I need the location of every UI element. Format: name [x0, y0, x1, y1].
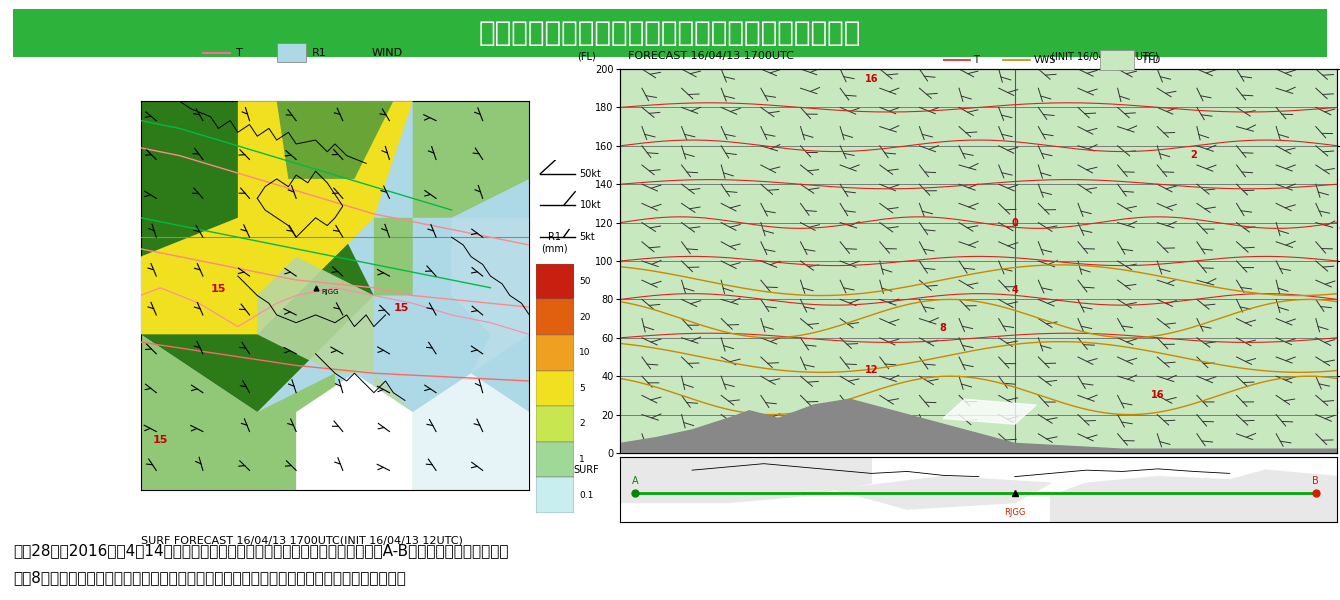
Polygon shape	[141, 101, 413, 334]
Text: 5: 5	[579, 384, 584, 393]
Bar	[536, 371, 574, 406]
Text: 5kt: 5kt	[579, 232, 595, 242]
Text: 10: 10	[579, 348, 591, 357]
Text: RJGG: RJGG	[322, 289, 339, 295]
Text: SURF FORECAST 16/04/13 1700UTC(INIT 16/04/13 12UTC): SURF FORECAST 16/04/13 1700UTC(INIT 16/0…	[141, 535, 462, 545]
Text: 1: 1	[579, 455, 584, 464]
Polygon shape	[141, 101, 296, 257]
Text: 16: 16	[1151, 391, 1164, 400]
Text: 0.1: 0.1	[579, 491, 594, 500]
Text: 10kt: 10kt	[579, 200, 602, 210]
Text: (FL): (FL)	[578, 52, 596, 61]
Text: 4: 4	[1012, 285, 1018, 295]
Text: B: B	[1323, 464, 1329, 475]
Text: RJGG: RJGG	[1001, 464, 1022, 473]
Bar	[1100, 50, 1134, 70]
Polygon shape	[276, 101, 394, 179]
Text: 15: 15	[394, 303, 409, 313]
Polygon shape	[836, 476, 1051, 509]
Text: 2: 2	[1190, 151, 1198, 160]
Polygon shape	[943, 399, 1036, 424]
Bar	[536, 442, 574, 478]
Text: A: A	[620, 464, 627, 475]
Polygon shape	[374, 373, 413, 490]
Bar	[536, 335, 574, 371]
Text: (INIT 16/04/13 12UTC): (INIT 16/04/13 12UTC)	[1051, 52, 1158, 61]
Text: 緻密な数値予報モデルに基づく航空気象プロダクト: 緻密な数値予報モデルに基づく航空気象プロダクト	[478, 19, 862, 47]
Polygon shape	[374, 101, 529, 295]
FancyBboxPatch shape	[0, 7, 1340, 59]
Text: 全国8つの主要空港において、空港及びその周辺の上空の風や気温などを細かく予想できます。: 全国8つの主要空港において、空港及びその周辺の上空の風や気温などを細かく予想でき…	[13, 570, 406, 585]
Text: VWS: VWS	[1033, 55, 1056, 65]
Polygon shape	[257, 257, 374, 373]
Text: TTD: TTD	[1140, 55, 1160, 65]
Bar	[536, 264, 574, 299]
Text: R1
(mm): R1 (mm)	[541, 232, 568, 253]
Polygon shape	[141, 334, 335, 490]
Text: RJGG: RJGG	[1004, 508, 1025, 517]
Text: 15: 15	[210, 284, 226, 293]
Text: 2: 2	[579, 419, 584, 428]
Text: 50kt: 50kt	[579, 169, 602, 179]
Text: 50: 50	[579, 277, 591, 286]
Text: B: B	[1312, 476, 1319, 487]
Polygon shape	[1051, 470, 1337, 522]
Text: SURF: SURF	[574, 464, 599, 475]
Text: 15: 15	[153, 435, 168, 445]
Text: 12: 12	[864, 365, 878, 376]
Text: R1: R1	[312, 47, 327, 58]
Text: 8: 8	[939, 323, 946, 333]
Bar	[536, 299, 574, 335]
Text: 0: 0	[1012, 218, 1018, 227]
Text: 16: 16	[864, 74, 878, 83]
Bar	[277, 43, 307, 62]
Bar	[536, 478, 574, 513]
Text: A: A	[631, 476, 638, 487]
Text: FORECAST 16/04/13 1700UTC: FORECAST 16/04/13 1700UTC	[627, 52, 793, 61]
Text: VWS
(kt/1000ft): VWS (kt/1000ft)	[1339, 214, 1340, 233]
Text: T: T	[236, 47, 243, 58]
Polygon shape	[620, 457, 871, 503]
Polygon shape	[620, 399, 1337, 453]
Polygon shape	[413, 373, 529, 490]
Text: 平成28年（2016年）4月14日未明の事例で、中部国際空港周辺の平面図（左）やA-B間の予想断面図（右）。: 平成28年（2016年）4月14日未明の事例で、中部国際空港周辺の平面図（左）や…	[13, 543, 509, 558]
Polygon shape	[296, 373, 413, 490]
Polygon shape	[452, 218, 529, 373]
Text: 20: 20	[579, 313, 591, 322]
Text: T: T	[973, 55, 980, 65]
Bar	[536, 406, 574, 442]
Text: WIND: WIND	[371, 47, 402, 58]
Polygon shape	[141, 218, 374, 412]
